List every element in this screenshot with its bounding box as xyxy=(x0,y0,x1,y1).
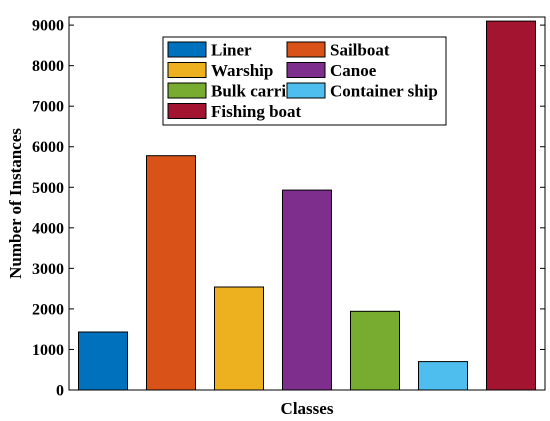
legend-label: Canoe xyxy=(330,61,377,80)
legend-label: Container ship xyxy=(330,82,438,101)
bar-bulk-carrier xyxy=(350,310,400,391)
bar-container-ship xyxy=(418,361,468,391)
y-tick-label: 7000 xyxy=(32,99,64,116)
legend-swatch xyxy=(286,82,326,99)
bar-sailboat xyxy=(146,155,196,391)
legend-swatch xyxy=(167,41,207,58)
plot-area-frame xyxy=(68,16,546,391)
bar-liner xyxy=(78,331,128,391)
y-tick-label: 3000 xyxy=(32,261,64,278)
y-tick-label: 9000 xyxy=(32,18,64,35)
legend-label: Warship xyxy=(211,61,273,80)
legend-label: Fishing boat xyxy=(211,102,302,121)
y-tick-label: 2000 xyxy=(32,301,64,318)
legend-label: Bulk carrier xyxy=(211,82,302,101)
bar-canoe xyxy=(282,189,332,391)
legend: Liner Sailboat Warship Canoe Bulk carrier Con… xyxy=(162,36,447,126)
y-axis-label: Number of Instances xyxy=(6,128,25,279)
y-tick-label: 5000 xyxy=(32,180,64,197)
y-tick-label: 4000 xyxy=(32,220,64,237)
x-axis-label: Classes xyxy=(281,399,334,418)
legend-swatch xyxy=(286,62,326,78)
bars-group xyxy=(78,20,536,391)
y-tick-label: 6000 xyxy=(32,139,64,156)
bar-warship xyxy=(214,286,264,391)
y-axis-ticks: 0 1000 2000 3000 4000 5000 6000 7000 8000 9000 xyxy=(32,18,545,400)
legend-label: Sailboat xyxy=(330,41,390,60)
legend-swatch xyxy=(286,41,326,58)
y-tick-label: 1000 xyxy=(32,342,64,359)
legend-swatch xyxy=(167,82,207,99)
legend-swatch xyxy=(167,62,207,78)
y-tick-label: 8000 xyxy=(32,58,64,75)
y-tick-label: 0 xyxy=(56,383,64,400)
bar-fishing-boat xyxy=(486,20,536,391)
legend-label: Liner xyxy=(211,41,252,60)
legend-swatch xyxy=(167,103,207,119)
